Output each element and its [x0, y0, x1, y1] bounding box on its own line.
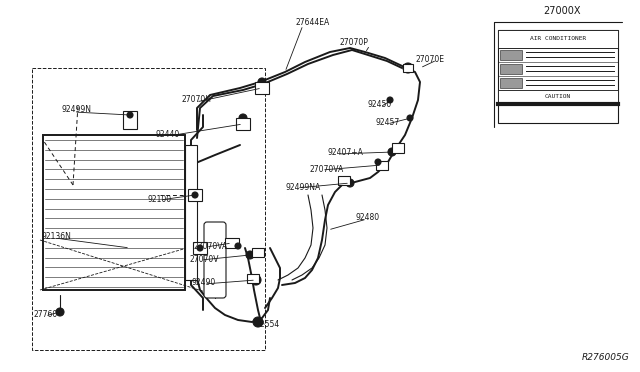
Text: 27644EA: 27644EA	[295, 18, 329, 27]
Text: 27070V: 27070V	[189, 255, 218, 264]
Bar	[376, 160, 388, 170]
Circle shape	[388, 148, 396, 156]
Bar	[43, 135, 185, 290]
Circle shape	[407, 115, 413, 121]
Bar	[252, 247, 264, 257]
Text: 27070H: 27070H	[182, 95, 212, 104]
Text: 27070E: 27070E	[415, 55, 444, 64]
Text: 27070VA: 27070VA	[194, 242, 228, 251]
Text: 92450: 92450	[368, 100, 392, 109]
Circle shape	[387, 97, 393, 103]
Bar	[188, 189, 202, 201]
Circle shape	[127, 112, 133, 118]
Text: 92499NA: 92499NA	[285, 183, 320, 192]
Bar	[236, 118, 250, 130]
Text: AIR CONDITIONER: AIR CONDITIONER	[530, 36, 586, 42]
Bar	[225, 238, 239, 248]
Text: 92136N: 92136N	[42, 232, 72, 241]
Text: 92407+A: 92407+A	[327, 148, 363, 157]
Text: R276005G: R276005G	[582, 353, 630, 362]
Text: 27760: 27760	[33, 310, 57, 319]
Bar	[500, 78, 522, 88]
Circle shape	[375, 159, 381, 165]
Bar	[498, 90, 618, 104]
Text: 27070VA: 27070VA	[310, 165, 344, 174]
Bar	[498, 30, 618, 123]
Text: 27070P: 27070P	[340, 38, 369, 47]
Circle shape	[403, 63, 413, 73]
Circle shape	[56, 308, 64, 316]
Bar	[193, 242, 207, 254]
Bar	[185, 145, 197, 280]
Circle shape	[246, 251, 254, 259]
Circle shape	[253, 317, 263, 327]
Bar	[500, 50, 522, 60]
Bar	[392, 143, 404, 153]
Circle shape	[197, 245, 203, 251]
Bar	[247, 273, 259, 282]
Bar	[403, 64, 413, 72]
Text: 92100: 92100	[148, 195, 172, 204]
Bar	[498, 30, 618, 48]
Text: 92554: 92554	[255, 320, 279, 329]
Text: 92457: 92457	[375, 118, 399, 127]
Text: CAUTION: CAUTION	[545, 94, 571, 99]
FancyBboxPatch shape	[204, 222, 226, 298]
Circle shape	[346, 179, 354, 187]
Bar	[500, 64, 522, 74]
Bar	[123, 111, 137, 129]
Text: 92480: 92480	[355, 213, 379, 222]
Circle shape	[258, 78, 266, 86]
Text: 27000X: 27000X	[543, 6, 580, 16]
Bar	[338, 176, 350, 185]
Text: 92440: 92440	[155, 130, 179, 139]
Circle shape	[239, 114, 247, 122]
Text: 92490: 92490	[192, 278, 216, 287]
Bar	[32, 68, 265, 350]
Circle shape	[251, 275, 261, 285]
Bar	[255, 82, 269, 94]
Text: 92499N: 92499N	[62, 105, 92, 114]
Circle shape	[192, 192, 198, 198]
Circle shape	[235, 243, 241, 249]
